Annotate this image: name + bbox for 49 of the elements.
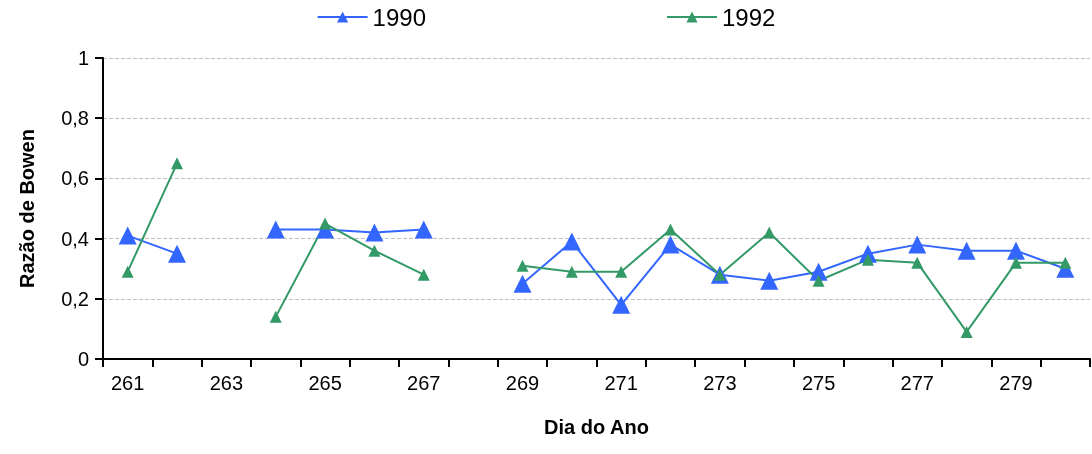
y-tick-label: 0,2 [61,287,89,310]
y-axis-title: Razão de Bowen [16,129,38,288]
y-tick-label: 1 [77,47,89,69]
legend-label: 1990 [372,3,426,31]
point [763,226,776,239]
x-axis-title: Dia do Ano [544,416,649,438]
point [266,220,285,239]
point [118,226,137,245]
point [911,256,924,269]
point [664,223,677,236]
point [1059,256,1072,269]
y-tick-label: 0,4 [61,227,89,250]
x-tick-label: 271 [604,372,638,394]
legend-label: 1992 [722,3,776,31]
point [612,295,631,314]
y-tick-label: 0,8 [61,107,89,130]
x-tick-label: 261 [110,372,145,394]
point [368,244,381,257]
point [615,265,628,278]
x-tick-label: 265 [308,372,342,394]
point [908,235,927,254]
y-tick-label: 0,6 [61,167,89,190]
y-tick-label: 0 [77,348,89,370]
point [365,223,384,242]
x-tick-label: 267 [407,372,441,394]
point [168,244,187,263]
x-tick-label: 275 [801,372,836,394]
x-tick-label: 273 [703,372,737,394]
point [565,265,578,278]
point [1006,241,1025,260]
x-tick-label: 263 [209,372,244,394]
x-tick-label: 279 [999,372,1033,394]
point [661,235,680,254]
point [513,274,532,293]
point [960,325,973,338]
x-tick-label: 277 [900,372,934,394]
point [319,217,332,230]
point [414,220,433,239]
point [269,310,282,323]
point [812,274,825,287]
x-tick-label: 269 [505,372,540,394]
point [957,241,976,260]
point [1009,256,1022,269]
point [760,271,779,290]
point [121,265,134,278]
point [417,268,430,281]
point [171,157,184,170]
point [562,232,581,251]
point [516,259,529,272]
